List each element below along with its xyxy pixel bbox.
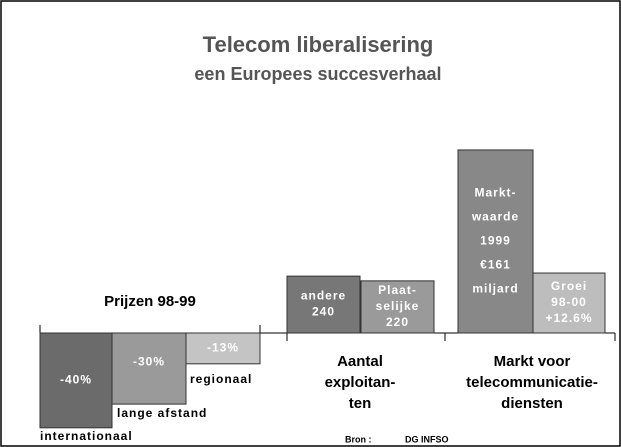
bar bbox=[185, 332, 261, 365]
chart-title: Markt voor bbox=[494, 353, 571, 370]
slide-title: Telecom liberalisering bbox=[203, 32, 434, 57]
bar bbox=[111, 332, 187, 405]
chart-title: ten bbox=[349, 395, 372, 412]
source-label: Bron : bbox=[345, 434, 372, 444]
category-label: internationaal bbox=[40, 429, 133, 443]
source-value: DG INFSO bbox=[405, 434, 449, 444]
value-label: -40% bbox=[60, 373, 92, 387]
bar-category: waarde bbox=[471, 210, 519, 224]
ticks bbox=[39, 325, 616, 341]
bar-category: Groei bbox=[551, 279, 587, 293]
category-label: lange afstand bbox=[117, 406, 207, 420]
bar-category: selijke bbox=[376, 299, 420, 313]
chart-title: telecommunicatie- bbox=[466, 374, 598, 391]
bar-category: 98-00 bbox=[551, 295, 587, 309]
category-label: regionaal bbox=[190, 372, 252, 386]
bar bbox=[457, 149, 534, 334]
bar bbox=[286, 275, 361, 334]
bar bbox=[532, 272, 606, 334]
bar bbox=[360, 280, 435, 334]
value-label: +12.6% bbox=[545, 311, 592, 325]
chart-title: Prijzen 98-99 bbox=[104, 293, 196, 310]
bar-category: andere bbox=[301, 289, 346, 303]
bar-category: Markt- bbox=[474, 186, 516, 200]
value-label: -13% bbox=[207, 341, 239, 355]
slide-subtitle: een Europees succesverhaal bbox=[194, 64, 441, 84]
bar-category: 1999 bbox=[480, 234, 511, 248]
chart-title: Aantal bbox=[337, 353, 383, 370]
value-label: 240 bbox=[312, 305, 335, 319]
chart-title: diensten bbox=[501, 395, 563, 412]
chart-title: exploitan- bbox=[325, 374, 396, 391]
value-label: 220 bbox=[386, 315, 409, 329]
bar-category: Plaat- bbox=[378, 283, 417, 297]
value-label: -30% bbox=[133, 355, 165, 369]
value-label: €161 bbox=[480, 258, 511, 272]
value-label: miljard bbox=[472, 282, 518, 296]
